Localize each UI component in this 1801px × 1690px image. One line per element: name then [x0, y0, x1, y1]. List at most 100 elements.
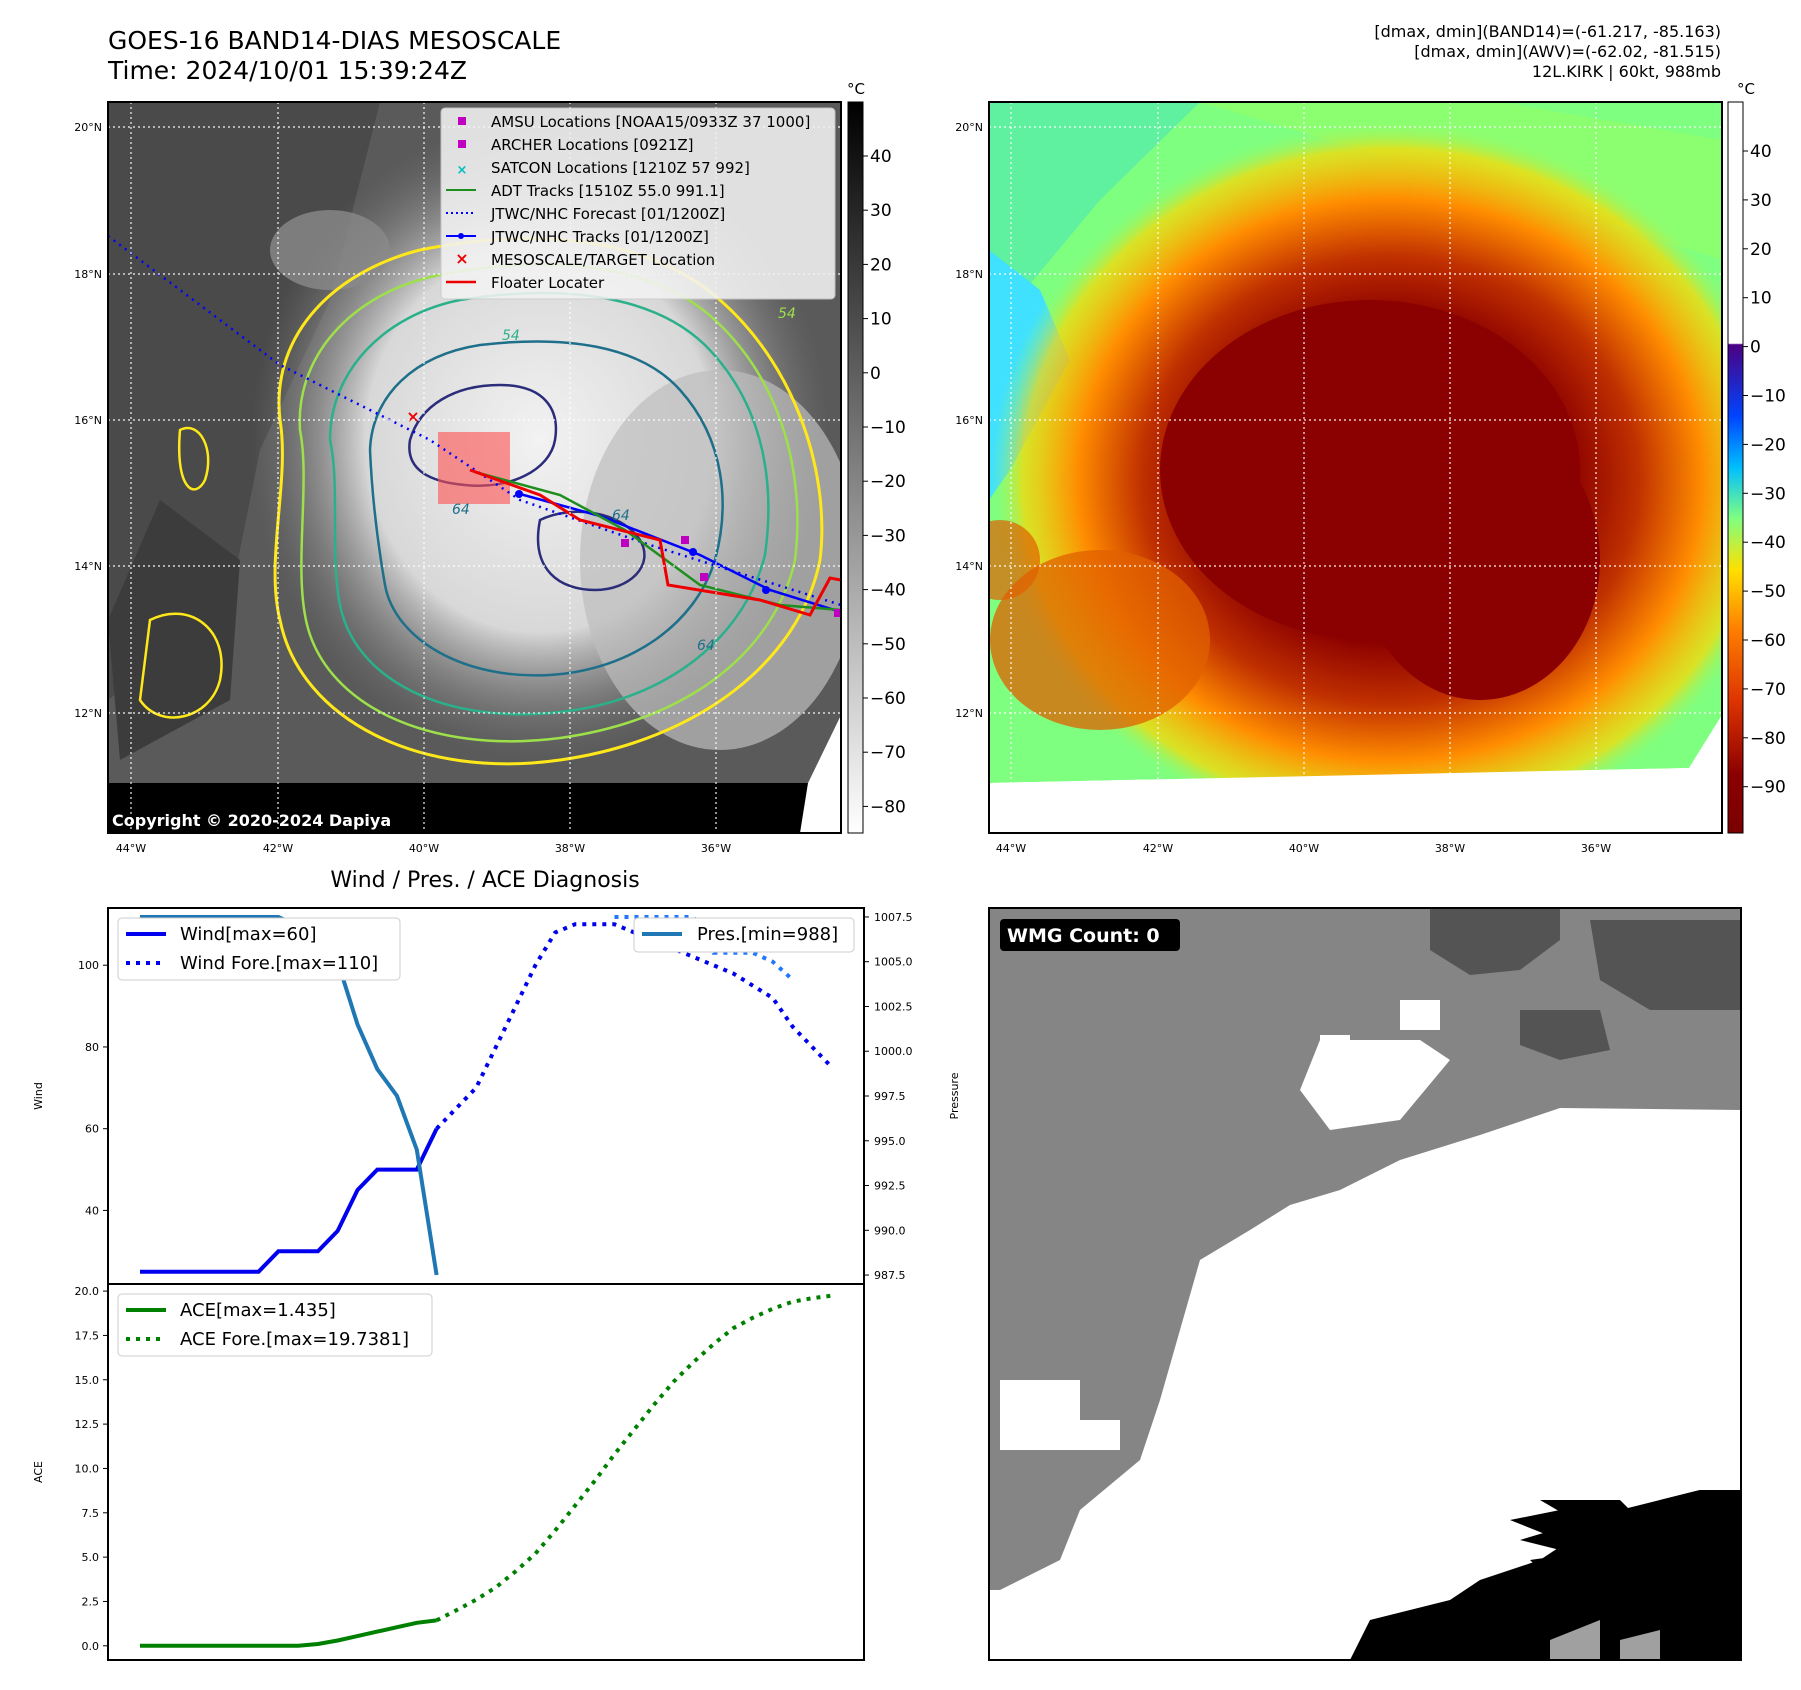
- y-tick-label: 12.5: [75, 1418, 100, 1431]
- lon-label: 38°W: [555, 842, 585, 855]
- colorbar-tick-label: −90: [1750, 778, 1786, 798]
- colorbar-tick-label: −80: [870, 797, 906, 817]
- lat-label: 14°N: [955, 560, 983, 573]
- diagnosis-title: Wind / Pres. / ACE Diagnosis: [330, 868, 639, 893]
- legend-label: Wind Fore.[max=110]: [180, 953, 378, 974]
- lon-label: 38°W: [1435, 842, 1465, 855]
- legend-floater: Floater Locater: [491, 274, 605, 292]
- y-tick-label: 2.5: [82, 1595, 100, 1608]
- stats-awv: [dmax, dmin](AWV)=(-62.02, -81.515): [1414, 42, 1721, 61]
- y2-tick-label: 997.5: [874, 1090, 906, 1103]
- lat-label: 20°N: [955, 121, 983, 134]
- stats-band14: [dmax, dmin](BAND14)=(-61.217, -85.163): [1374, 22, 1721, 41]
- y-axis-label: ACE: [32, 1461, 45, 1483]
- lon-label: 40°W: [1289, 842, 1319, 855]
- colorbar-tick-label: 20: [870, 255, 892, 275]
- colorbar-tick-label: −40: [1750, 533, 1786, 553]
- figure-title-line2: Time: 2024/10/01 15:39:24Z: [108, 56, 467, 85]
- legend-mesoscale: MESOSCALE/TARGET Location: [491, 251, 715, 269]
- lat-label: 20°N: [74, 121, 102, 134]
- y2-tick-label: 1007.5: [874, 911, 913, 924]
- colorbar-tick-label: −70: [870, 743, 906, 763]
- series-line: [140, 1618, 437, 1648]
- storm-info: 12L.KIRK | 60kt, 988mb: [1531, 62, 1721, 81]
- y2-tick-label: 995.0: [874, 1135, 906, 1148]
- colorbar-tick-label: −70: [1750, 680, 1786, 700]
- contour-label: 64: [697, 638, 715, 654]
- lat-label: 14°N: [74, 560, 102, 573]
- colorbar-tick-label: −60: [1750, 631, 1786, 651]
- lat-label: 12°N: [955, 707, 983, 720]
- colorbar-tick-label: −50: [1750, 582, 1786, 602]
- map-legend: × × AMSU Locations [NOAA15/0933Z 37 1000…: [440, 107, 836, 300]
- lon-label: 42°W: [1143, 842, 1173, 855]
- colorbar-tick-label: 40: [1750, 142, 1772, 162]
- lat-label: 12°N: [74, 707, 102, 720]
- colorbar-tick-label: −80: [1750, 729, 1786, 749]
- figure-title-line1: GOES-16 BAND14-DIAS MESOSCALE: [108, 26, 562, 55]
- colorbar-color-unit: °C: [1737, 80, 1755, 98]
- y-tick-label: 20.0: [75, 1285, 100, 1298]
- legend-tracks: JTWC/NHC Tracks [01/1200Z]: [490, 228, 709, 246]
- legend-label: Wind[max=60]: [180, 924, 317, 945]
- wind-pressure-chart: 40 60 80 100 Wind 987.5 990.0 992.5 995.0 997.5 10…: [32, 907, 961, 1285]
- lon-label: 42°W: [263, 842, 293, 855]
- y2-tick-label: 992.5: [874, 1180, 906, 1193]
- y-tick-label: 0.0: [82, 1640, 100, 1653]
- colorbar-tick-label: 30: [1750, 191, 1772, 211]
- colorbar-tick-label: −10: [1750, 387, 1786, 407]
- colorbar-tick-label: 0: [870, 364, 881, 384]
- contour-label: 64: [612, 508, 630, 524]
- y2-tick-label: 1002.5: [874, 1000, 913, 1013]
- y2-tick-label: 987.5: [874, 1269, 906, 1282]
- colorbar-tick-label: 30: [870, 201, 892, 221]
- y-axis-label: Wind: [32, 1082, 45, 1110]
- lon-label: 36°W: [701, 842, 731, 855]
- svg-text:×: ×: [406, 407, 419, 426]
- colorbar-gray-unit: °C: [847, 80, 865, 98]
- lon-label: 44°W: [116, 842, 146, 855]
- lat-label: 16°N: [74, 414, 102, 427]
- lat-label: 18°N: [74, 268, 102, 281]
- y-tick-label: 80: [85, 1041, 99, 1054]
- copyright-label: Copyright © 2020-2024 Dapiya: [112, 811, 391, 830]
- lon-label: 40°W: [409, 842, 439, 855]
- legend-box: [633, 917, 855, 953]
- y-tick-label: 100: [78, 959, 99, 972]
- lat-label: 18°N: [955, 268, 983, 281]
- legend-amsu: AMSU Locations [NOAA15/0933Z 37 1000]: [491, 113, 810, 131]
- colorbar-tick-label: 0: [1750, 338, 1761, 358]
- contour-label: 54: [502, 328, 520, 344]
- colorbar-tick-label: −10: [870, 418, 906, 438]
- y2-tick-label: 1000.0: [874, 1045, 913, 1058]
- colorbar-tick-label: −60: [870, 689, 906, 709]
- colorbar-tick-label: 40: [870, 147, 892, 167]
- y-tick-label: 15.0: [75, 1374, 100, 1387]
- y-tick-label: 10.0: [75, 1462, 100, 1475]
- lon-label: 44°W: [996, 842, 1026, 855]
- colorbar-gray: [847, 101, 864, 834]
- wmg-panel: WMG Count: 0: [988, 907, 1742, 1661]
- colorbar-tick-label: −50: [870, 635, 906, 655]
- contour-labels: 54 64 54 64 64: [452, 306, 796, 654]
- contour-label: 64: [452, 502, 470, 518]
- legend-label: ACE[max=1.435]: [180, 1300, 336, 1321]
- legend-box: [117, 917, 401, 981]
- colorbar-color: [1727, 101, 1744, 834]
- y-tick-label: 7.5: [82, 1507, 100, 1520]
- colorbar-tick-label: −30: [870, 526, 906, 546]
- y-tick-label: 5.0: [82, 1551, 100, 1564]
- legend-label: ACE Fore.[max=19.7381]: [180, 1329, 409, 1350]
- svg-text:×: ×: [457, 163, 468, 178]
- svg-text:×: ×: [455, 249, 468, 268]
- legend-archer: ARCHER Locations [0921Z]: [491, 136, 694, 154]
- y2-axis-label: Pressure: [948, 1072, 961, 1119]
- legend-satcon: SATCON Locations [1210Z 57 992]: [491, 159, 750, 177]
- legend-forecast: JTWC/NHC Forecast [01/1200Z]: [490, 205, 725, 223]
- y2-tick-label: 1005.0: [874, 956, 913, 969]
- lat-label: 16°N: [955, 414, 983, 427]
- y-tick-label: 17.5: [75, 1329, 100, 1342]
- colorbar-tick-label: −20: [1750, 435, 1786, 455]
- colorbar-tick-label: −20: [870, 472, 906, 492]
- ace-chart: 0.0 2.5 5.0 7.5 10.0 12.5 15.0 17.5 20.0 ACE ACE[m…: [32, 1283, 865, 1661]
